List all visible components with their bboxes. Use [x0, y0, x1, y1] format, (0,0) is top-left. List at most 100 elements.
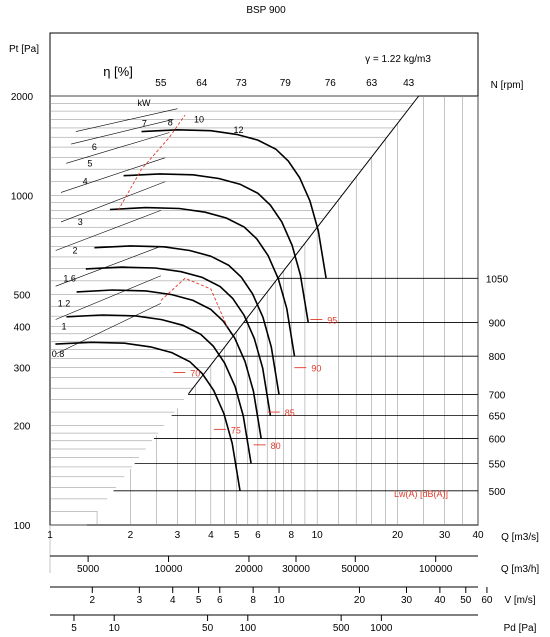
- fan-curve: [85, 266, 272, 416]
- power-line: [75, 108, 178, 132]
- sound-level-label: 80: [271, 441, 281, 451]
- power-line: [60, 181, 166, 223]
- x-tick-label: 4: [208, 530, 214, 541]
- q-m3h-tick-label: 100000: [419, 564, 453, 575]
- efficiency-label: 63: [366, 78, 378, 89]
- pd-tick-label: 5: [71, 623, 77, 634]
- q-m3h-tick-label: 50000: [341, 564, 369, 575]
- power-line: [66, 132, 170, 164]
- sound-level-label: 75: [231, 425, 241, 435]
- fan-curve: [141, 128, 327, 279]
- efficiency-label: 76: [325, 78, 337, 89]
- x-tick-label: 5: [234, 530, 240, 541]
- pd-tick-label: 10: [109, 623, 121, 634]
- rpm-label: 900: [489, 318, 506, 329]
- sound-curve: [160, 277, 228, 327]
- kw-label: kW: [138, 98, 152, 108]
- labels-layer: BSP 900 γ = 1.22 kg/m3 η [%] kW Pt [Pa] …: [9, 5, 539, 634]
- power-line: [71, 118, 174, 145]
- grid-layer: [49, 32, 488, 621]
- power-label: 6: [92, 142, 97, 152]
- q-m3h-tick-label: 5000: [77, 564, 100, 575]
- velocity-tick-label: 20: [354, 595, 366, 606]
- q-m3h-axis-label: Q [m3/h]: [501, 564, 540, 575]
- power-label: 8: [168, 118, 173, 128]
- q-m3h-tick-label: 30000: [282, 564, 310, 575]
- fan-curves-layer: [55, 108, 327, 491]
- pd-axis-label: Pd [Pa]: [504, 623, 537, 634]
- velocity-tick-label: 3: [137, 595, 143, 606]
- power-label: 12: [234, 125, 244, 135]
- velocity-tick-label: 60: [481, 595, 493, 606]
- velocity-tick-label: 6: [217, 595, 223, 606]
- power-label: 1.6: [63, 273, 76, 283]
- rpm-label: 600: [489, 435, 506, 446]
- rpm-label: 700: [489, 390, 506, 401]
- sound-axis-label: Lw(A) [dB(A)]: [394, 489, 448, 499]
- sound-level-label: 90: [311, 364, 321, 374]
- density-label: γ = 1.22 kg/m3: [365, 54, 431, 65]
- y-tick-label: 2000: [11, 92, 34, 103]
- sound-level-label: 95: [327, 315, 337, 325]
- efficiency-label: 79: [280, 78, 292, 89]
- y-tick-label: 200: [14, 422, 31, 433]
- x-tick-label: 20: [392, 530, 404, 541]
- velocity-tick-label: 50: [460, 595, 472, 606]
- power-line: [55, 246, 161, 287]
- power-label: 5: [87, 158, 92, 168]
- rpm-label: 650: [489, 412, 506, 423]
- velocity-tick-label: 4: [170, 595, 176, 606]
- power-label: 2: [73, 245, 78, 255]
- fan-curve: [76, 289, 262, 439]
- rpm-label: 1050: [486, 274, 509, 285]
- efficiency-label: 64: [196, 78, 208, 89]
- velocity-axis-label: V [m/s]: [504, 595, 535, 606]
- y-tick-label: 1000: [11, 191, 34, 202]
- pd-tick-label: 500: [333, 623, 350, 634]
- sound-level-label: 70: [190, 369, 200, 379]
- power-line: [55, 210, 161, 251]
- rpm-label: 550: [489, 459, 506, 470]
- fan-curve: [94, 245, 280, 395]
- rpm-label: 800: [489, 352, 506, 363]
- velocity-tick-label: 8: [250, 595, 256, 606]
- y-tick-label: 100: [14, 521, 31, 532]
- x-tick-label: 40: [472, 530, 484, 541]
- power-line: [55, 303, 161, 355]
- x-tick-label: 1: [47, 530, 53, 541]
- fan-curve: [66, 314, 252, 464]
- power-label: 1: [61, 321, 66, 331]
- power-line: [60, 157, 166, 193]
- efficiency-label: 43: [403, 78, 415, 89]
- power-label: 4: [83, 177, 88, 187]
- velocity-tick-label: 5: [196, 595, 202, 606]
- velocity-tick-label: 10: [273, 595, 285, 606]
- x-tick-label: 2: [128, 530, 134, 541]
- y-axis-label: Pt [Pa]: [9, 44, 39, 55]
- fan-curve: [123, 173, 309, 323]
- rpm-axis-label: N [rpm]: [491, 80, 524, 91]
- velocity-tick-label: 2: [90, 595, 96, 606]
- plot-frame: [49, 32, 479, 526]
- rpm-label: 500: [489, 487, 506, 498]
- power-label: 0.8: [52, 349, 65, 359]
- pd-tick-label: 100: [239, 623, 256, 634]
- y-tick-label: 500: [14, 291, 31, 302]
- fan-curve: [55, 341, 241, 491]
- power-label: 10: [194, 114, 204, 124]
- y-tick-label: 300: [14, 364, 31, 375]
- y-tick-label: 400: [14, 322, 31, 333]
- sound-level-label: 85: [285, 408, 295, 418]
- pd-tick-label: 1000: [370, 623, 393, 634]
- x-tick-label: 6: [255, 530, 261, 541]
- x-tick-label: 10: [312, 530, 324, 541]
- q-m3h-tick-label: 10000: [155, 564, 183, 575]
- velocity-tick-label: 40: [434, 595, 446, 606]
- q-m3h-tick-label: 20000: [235, 564, 263, 575]
- power-label: 7: [142, 119, 147, 129]
- efficiency-label: 55: [155, 78, 167, 89]
- x-tick-label: 8: [288, 530, 294, 541]
- fan-curve: [109, 206, 296, 357]
- x-tick-label: 30: [439, 530, 451, 541]
